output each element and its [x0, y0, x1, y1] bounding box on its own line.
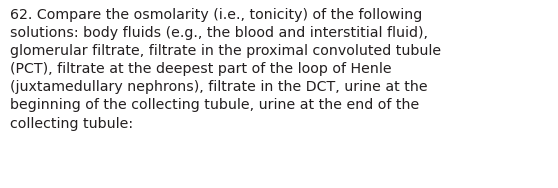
- Text: 62. Compare the osmolarity (i.e., tonicity) of the following
solutions: body flu: 62. Compare the osmolarity (i.e., tonici…: [10, 8, 441, 131]
